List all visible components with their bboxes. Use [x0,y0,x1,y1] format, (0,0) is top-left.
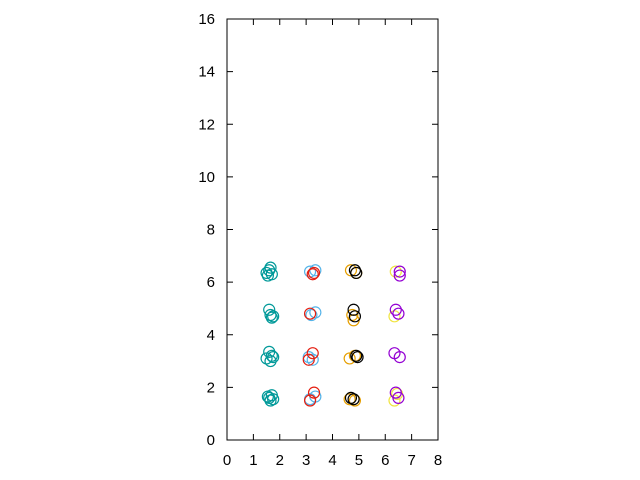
data-point [309,306,322,319]
data-point [302,353,315,366]
x-tick-label: 2 [276,452,284,469]
data-point [305,308,318,322]
data-point [348,310,362,323]
data-point [264,354,277,368]
data-point [393,351,406,364]
series-6 [388,265,406,404]
y-tick-label: 12 [198,116,215,133]
data-point [303,394,317,407]
data-point [303,307,317,320]
data-point [264,394,277,407]
data-point [343,393,356,406]
data-point [265,311,278,324]
y-tick-labels: 0 2 4 6 8 10 12 14 16 [198,11,215,449]
x-tick-label: 1 [249,452,257,469]
data-point [389,265,402,278]
y-tick-label: 10 [198,169,215,186]
data-point [388,394,401,407]
data-point [307,266,321,280]
data-point [388,310,401,323]
data-point [350,349,363,362]
x-tick-labels: 0 1 2 3 4 5 6 7 8 [223,452,442,469]
data-points [260,261,406,407]
x-tick-label: 5 [355,452,363,469]
data-point [306,347,319,360]
series-1 [302,264,322,406]
series-5 [388,265,404,407]
data-point [264,261,277,274]
data-point [392,391,405,404]
data-point [392,307,405,320]
data-point [267,310,280,323]
data-point [306,268,319,281]
series-2 [302,266,321,407]
x-tick-label: 6 [381,452,389,469]
data-point [306,353,319,366]
data-point [393,265,406,278]
x-tick-label: 0 [223,452,231,469]
data-point [307,386,321,399]
data-point [263,303,276,316]
data-point [351,351,364,364]
data-point [350,266,363,280]
y-tick-label: 16 [198,11,215,28]
y-tick-label: 6 [207,274,215,291]
x-tick-label: 7 [407,452,415,469]
plot-frame [226,18,439,441]
data-point [265,349,278,362]
series-3 [343,264,363,407]
data-point [389,303,402,316]
data-point [348,394,362,407]
y-tick-label: 14 [198,64,215,81]
y-tick-label: 8 [207,222,215,239]
x-tick-label: 8 [434,452,442,469]
y-tick-label: 2 [207,379,215,396]
data-point [347,303,360,316]
data-point [267,351,280,364]
x-tick-label: 3 [302,452,310,469]
series-0 [260,261,280,407]
data-point [261,269,274,282]
ticks-layer [226,18,439,441]
data-point [347,393,360,406]
x-tick-label: 4 [328,452,336,469]
series-4 [344,264,364,406]
data-point [393,269,406,282]
y-tick-label: 4 [207,327,215,344]
y-tick-label: 0 [207,432,215,449]
